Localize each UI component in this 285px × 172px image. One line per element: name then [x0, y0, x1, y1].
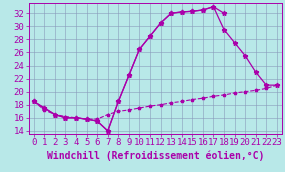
- X-axis label: Windchill (Refroidissement éolien,°C): Windchill (Refroidissement éolien,°C): [47, 150, 264, 161]
